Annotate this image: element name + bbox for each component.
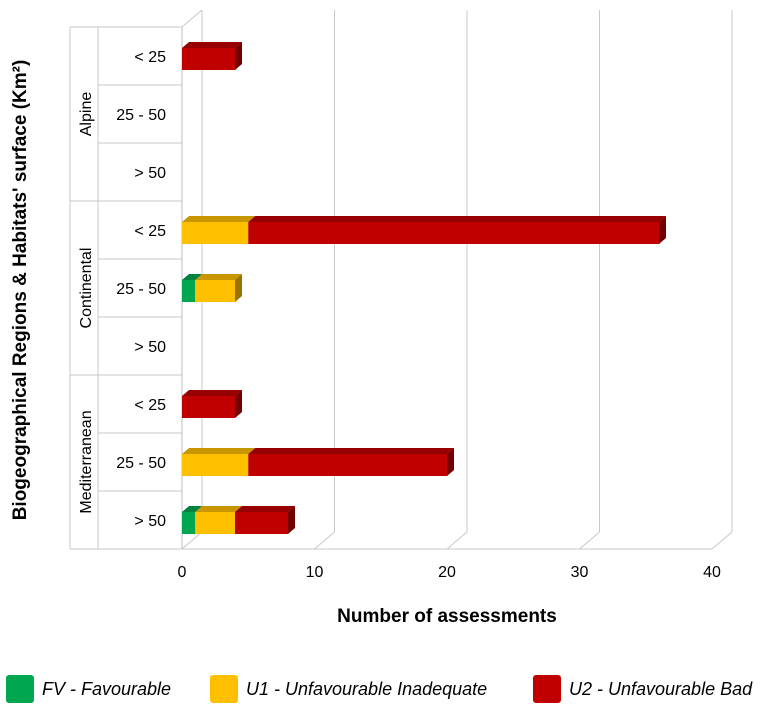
wall-edge-top [181,9,203,28]
bar-top [182,448,256,454]
grid-floor-line [181,531,203,550]
bar-top [182,390,242,396]
y-tick-label: 25 - 50 [116,281,166,298]
y-tick-label: > 50 [134,339,166,356]
legend: FV - Favourable U1 - Unfavourable Inadeq… [0,674,760,704]
bar-side [235,274,242,302]
bar-top [182,274,203,280]
legend-swatch-u1 [210,675,238,703]
y-axis-title: Biogeographical Regions & Habitats' surf… [10,59,31,521]
bar-segment [195,512,235,534]
bar-top [248,448,454,454]
legend-label-fv: FV - Favourable [42,678,172,699]
bar-segment [182,222,249,244]
grid-floor-line [314,531,335,550]
y-axis-title-wrap: Biogeographical Regions & Habitats' surf… [6,0,36,560]
x-tick-label: 20 [438,564,456,581]
y-tick-label: < 25 [134,397,166,414]
legend-swatch-u2 [533,675,561,703]
bar-side [288,506,295,534]
x-axis-title: Number of assessments [337,606,557,627]
bar-side [447,448,454,476]
y-tick-label: > 50 [134,513,166,530]
bar-segment [248,454,447,476]
group-label: Mediterranean [78,410,95,513]
bar-segment [195,280,235,302]
legend-label-u2: U2 - Unfavourable Bad [569,678,753,699]
bar-segment [248,222,659,244]
bar-top [235,506,295,512]
bar-segment [235,512,288,534]
bar-top [182,42,242,48]
legend-label-u1: U1 - Unfavourable Inadequate [246,678,488,699]
grid-floor-line [446,531,468,550]
bar-side [235,390,242,418]
bar-side [235,42,242,70]
x-tick-label: 40 [703,564,721,581]
bar-top [248,216,666,222]
grid-floor-line [711,531,733,550]
bar-top [182,216,256,222]
bar-top [195,274,242,280]
legend-item-fv: FV - Favourable [6,674,171,704]
legend-swatch-fv [6,675,34,703]
bar-segment [182,280,196,302]
bar-segment [182,454,249,476]
legend-item-u2: U2 - Unfavourable Bad [533,674,752,704]
y-tick-label: > 50 [134,165,166,182]
legend-item-u1: U1 - Unfavourable Inadequate [210,674,487,704]
y-tick-label: 25 - 50 [116,107,166,124]
bar-segment [182,48,235,70]
grid-floor-line [579,531,600,550]
x-tick-label: 10 [306,564,324,581]
bar-segment [182,396,235,418]
y-tick-label: < 25 [134,223,166,240]
bar-top [195,506,242,512]
bar-top [182,506,203,512]
x-tick-label: 30 [571,564,589,581]
y-tick-label: < 25 [134,49,166,66]
x-tick-label: 0 [178,564,187,581]
group-label: Alpine [78,92,95,137]
y-tick-label: 25 - 50 [116,455,166,472]
group-label: Continental [78,248,95,329]
bar-side [659,216,666,244]
bar-segment [182,512,196,534]
